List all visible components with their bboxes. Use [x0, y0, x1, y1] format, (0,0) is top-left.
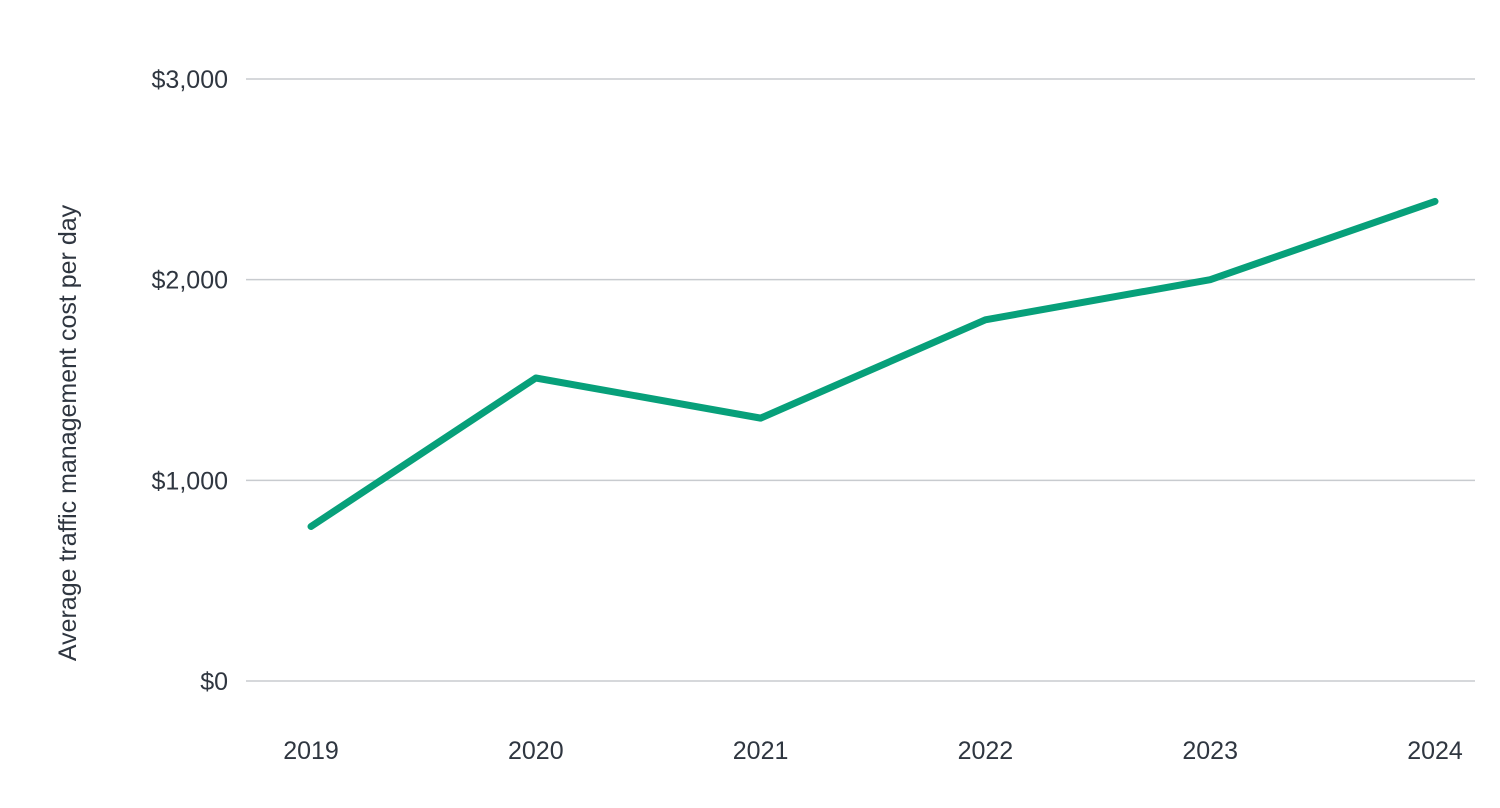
x-tick-label: 2021 — [733, 737, 789, 765]
x-tick-label: 2019 — [283, 737, 339, 765]
series-line — [307, 197, 1439, 530]
y-tick-label: $0 — [200, 668, 228, 696]
gridlines — [246, 78, 1475, 682]
series-layer — [307, 197, 1439, 530]
x-tick-label: 2024 — [1407, 737, 1463, 765]
y-tick-label: $2,000 — [152, 267, 228, 295]
y-tick-label: $1,000 — [152, 467, 228, 495]
y-axis-tick-labels: $0 $1,000 $2,000 $3,000 — [152, 66, 228, 696]
y-axis-title: Average traffic management cost per day — [54, 204, 82, 661]
x-tick-label: 2020 — [508, 737, 564, 765]
y-tick-label: $3,000 — [152, 66, 228, 94]
x-tick-label: 2023 — [1182, 737, 1238, 765]
x-axis-tick-labels: 2019 2020 2021 2022 2023 2024 — [283, 737, 1463, 765]
x-tick-label: 2022 — [958, 737, 1014, 765]
